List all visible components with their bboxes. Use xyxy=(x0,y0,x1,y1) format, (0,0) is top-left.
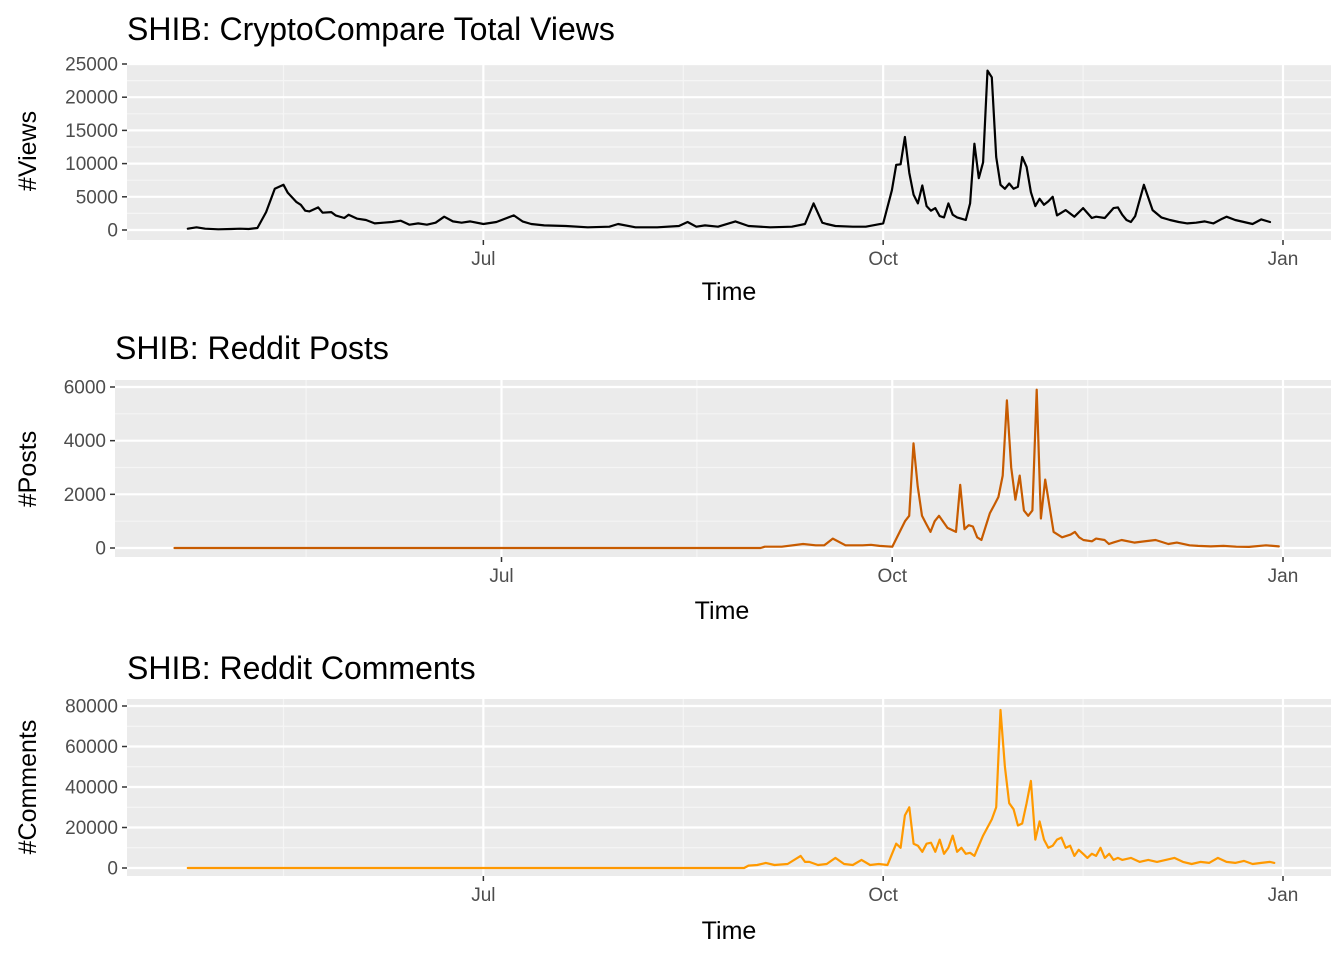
series-line xyxy=(186,69,1272,231)
y-tick-label: 0 xyxy=(107,859,118,880)
chart-views: SHIB: CryptoCompare Total Views 0 5000 100… xyxy=(14,11,1331,306)
y-axis-title: #Views xyxy=(14,111,42,191)
series xyxy=(173,388,1280,550)
y-tick-label: 60000 xyxy=(65,737,118,758)
x-axis: Jul Oct Jan xyxy=(471,240,1298,270)
chart-comments: SHIB: Reddit Comments 0 20000 40000 60000 80… xyxy=(14,650,1331,945)
plot-panel xyxy=(127,63,1331,240)
x-axis-title: Time xyxy=(702,917,757,945)
x-tick-label: Jan xyxy=(1268,249,1299,270)
y-tick-label: 80000 xyxy=(65,697,118,718)
x-axis: Jul Oct Jan xyxy=(471,876,1298,906)
x-axis: Jul Oct Jan xyxy=(489,557,1298,587)
x-axis-title: Time xyxy=(695,597,750,625)
chart-title: SHIB: Reddit Posts xyxy=(115,330,389,366)
chart-title: SHIB: Reddit Comments xyxy=(127,650,476,686)
y-tick-label: 20000 xyxy=(65,818,118,839)
x-axis-title: Time xyxy=(702,278,757,306)
x-tick-label: Jan xyxy=(1268,566,1299,587)
y-tick-label: 15000 xyxy=(65,121,118,142)
y-tick-label: 2000 xyxy=(64,485,106,506)
series-line xyxy=(173,388,1280,550)
grid xyxy=(127,62,1331,240)
x-tick-label: Oct xyxy=(868,885,898,906)
chart-title: SHIB: CryptoCompare Total Views xyxy=(127,11,615,47)
x-tick-label: Jul xyxy=(471,249,495,270)
y-tick-label: 20000 xyxy=(65,88,118,109)
y-tick-label: 40000 xyxy=(65,778,118,799)
y-tick-label: 25000 xyxy=(65,55,118,76)
x-tick-label: Jul xyxy=(489,566,513,587)
y-tick-label: 0 xyxy=(107,221,118,242)
y-axis-title: #Comments xyxy=(14,720,42,855)
x-tick-label: Oct xyxy=(868,249,898,270)
y-tick-label: 6000 xyxy=(64,378,106,399)
y-tick-label: 10000 xyxy=(65,154,118,175)
plot-panel xyxy=(115,380,1331,557)
x-tick-label: Oct xyxy=(877,566,907,587)
y-axis: 0 2000 4000 6000 xyxy=(64,378,115,560)
series xyxy=(186,708,1276,870)
y-axis: 0 20000 40000 60000 80000 xyxy=(65,697,127,880)
series-line xyxy=(186,708,1276,870)
y-tick-label: 0 xyxy=(95,539,106,560)
x-tick-label: Jul xyxy=(471,885,495,906)
x-tick-label: Jan xyxy=(1268,885,1299,906)
y-axis-title: #Posts xyxy=(14,431,42,507)
series xyxy=(186,69,1272,231)
y-tick-label: 4000 xyxy=(64,431,106,452)
y-tick-label: 5000 xyxy=(76,187,118,208)
y-axis: 0 5000 10000 15000 20000 25000 xyxy=(65,55,127,242)
